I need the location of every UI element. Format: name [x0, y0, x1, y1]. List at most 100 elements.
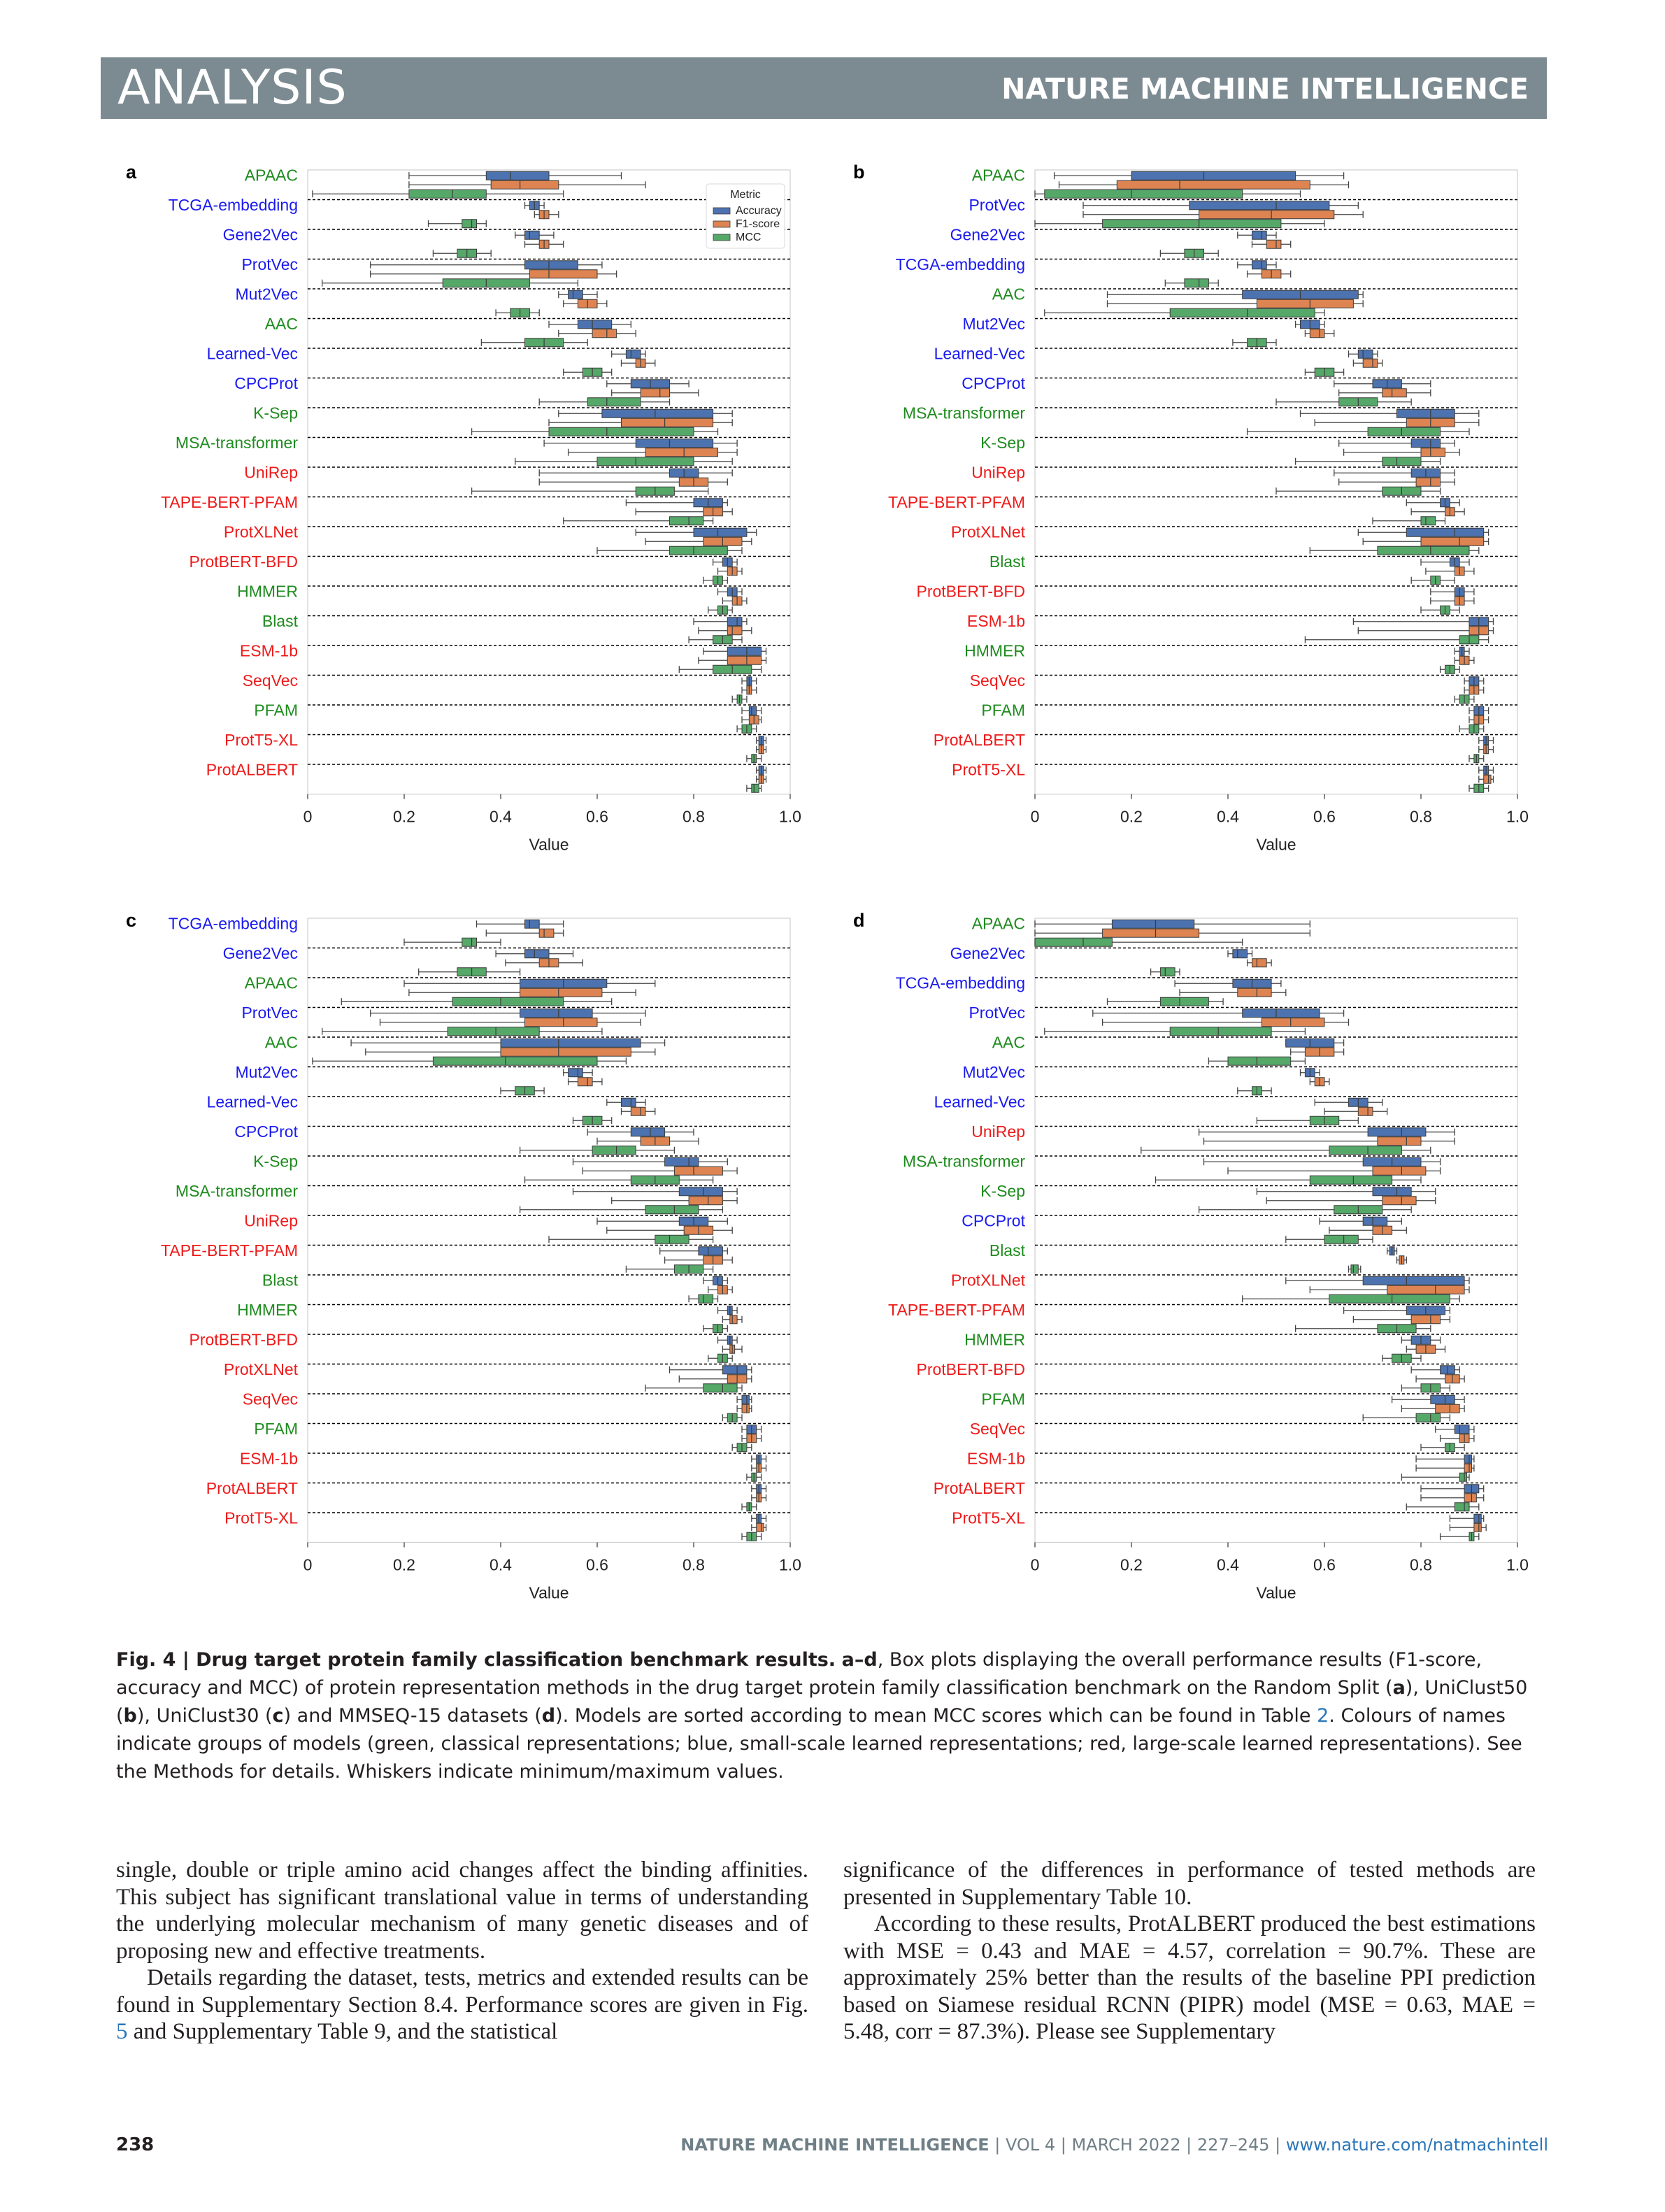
mcc-box — [1150, 967, 1180, 977]
caption-text-1: , Box plots displaying the overall perfo… — [116, 1649, 1482, 1699]
acc-box — [370, 1008, 646, 1018]
caption-panel-a: a — [1392, 1677, 1406, 1699]
mcc-box — [1232, 338, 1277, 348]
f1-box — [1179, 987, 1287, 997]
mcc-box — [1439, 1532, 1480, 1541]
iqr-box — [485, 171, 550, 180]
method-label: MSA-transformer — [176, 434, 298, 452]
iqr-box — [1362, 358, 1378, 368]
iqr-box — [1184, 278, 1209, 288]
method-label: Learned-Vec — [934, 1092, 1025, 1111]
acc-box — [703, 1276, 728, 1285]
mcc-box — [1198, 1205, 1412, 1215]
method-label: MSA-transformer — [903, 404, 1025, 422]
mcc-box — [403, 937, 501, 947]
iqr-box — [1362, 1276, 1465, 1285]
method-label: SeqVec — [243, 1390, 298, 1408]
table-2-link[interactable]: 2 — [1317, 1705, 1329, 1727]
method-label: UniRep — [244, 1211, 298, 1229]
iqr-box — [1410, 1315, 1441, 1325]
chart-panel-a: a APAAC TCGA-embedding Gene2Vec ProtVec Mut2V… — [126, 162, 801, 854]
f1-box — [741, 715, 762, 725]
method-label: ProtBERT-BFD — [917, 1360, 1026, 1378]
f1-box — [1454, 655, 1475, 665]
iqr-box — [520, 987, 603, 997]
acc-box — [693, 617, 748, 627]
x-tick-label: 1.0 — [779, 808, 801, 826]
caption-text-5: ). Models are sorted according to mean M… — [555, 1705, 1317, 1727]
acc-box — [563, 1068, 593, 1078]
legend-swatch — [713, 234, 731, 241]
iqr-box — [1116, 180, 1310, 190]
mcc-box — [1256, 1115, 1359, 1125]
x-tick-label: 0.8 — [683, 808, 705, 826]
f1-box — [1314, 418, 1480, 427]
method-label: Learned-Vec — [207, 344, 298, 362]
mcc-box — [500, 1086, 545, 1096]
mcc-box — [471, 427, 719, 436]
iqr-box — [1464, 1493, 1477, 1503]
paragraph: According to these results, ProtALBERT p… — [843, 1911, 1536, 2044]
method-label: PFAM — [254, 1420, 298, 1438]
acc-box — [1430, 587, 1475, 597]
f1-box — [408, 180, 646, 190]
acc-box — [408, 171, 622, 180]
iqr-box — [693, 527, 748, 537]
plot-frame — [1034, 918, 1518, 1543]
acc-box — [1299, 1068, 1320, 1078]
f1-box — [1058, 180, 1350, 190]
acc-box — [515, 230, 555, 240]
method-label: Gene2Vec — [950, 225, 1025, 243]
f1-box — [1449, 1522, 1487, 1532]
mcc-box — [563, 516, 714, 526]
acc-box — [558, 290, 598, 299]
iqr-box — [601, 408, 714, 418]
f1-box — [751, 1463, 767, 1473]
f1-box — [1106, 299, 1364, 308]
method-label: Learned-Vec — [207, 1092, 298, 1111]
f1-box — [698, 626, 752, 636]
method-label: PFAM — [981, 701, 1025, 719]
method-label: CPCProt — [962, 374, 1025, 392]
paragraph: Details regarding the dataset, tests, me… — [116, 1964, 808, 2046]
iqr-box — [1159, 997, 1209, 1006]
x-tick-label: 0.8 — [1410, 1556, 1432, 1574]
x-axis-label: Value — [1256, 836, 1296, 854]
f1-box — [1439, 1434, 1475, 1443]
method-label: TCGA-embedding — [169, 196, 298, 214]
iqr-box — [625, 349, 641, 359]
iqr-box — [592, 329, 617, 338]
mcc-box — [1469, 783, 1489, 793]
method-label: ProtXLNet — [951, 1271, 1026, 1289]
footer-url[interactable]: www.nature.com/natmachintell — [1285, 2135, 1548, 2155]
legend-swatch — [713, 207, 731, 215]
iqr-box — [408, 189, 487, 199]
mcc-box — [432, 248, 492, 258]
acc-box — [741, 1425, 762, 1434]
acc-box — [1314, 1097, 1383, 1107]
acc-box — [1348, 349, 1378, 359]
f1-box — [664, 1255, 733, 1265]
method-label: ProtVec — [969, 1004, 1025, 1022]
iqr-box — [1350, 1264, 1359, 1274]
mcc-box — [548, 1234, 714, 1244]
method-label: Gene2Vec — [223, 944, 298, 962]
mcc-box — [1164, 278, 1219, 288]
method-label: ESM-1b — [240, 641, 298, 659]
f1-box — [1415, 1374, 1465, 1384]
f1-box — [736, 1404, 752, 1413]
chart-panel-b: b APAAC ProtVec Gene2Vec TCGA-embedding AAC Mu… — [853, 162, 1529, 854]
caption-panel-b: b — [123, 1705, 137, 1727]
method-label: TAPE-BERT-PFAM — [888, 493, 1025, 511]
acc-box — [606, 379, 689, 389]
f1-box — [756, 745, 767, 755]
acc-box — [741, 676, 757, 686]
acc-box — [476, 919, 564, 929]
acc-box — [717, 1335, 738, 1345]
panel-letter: b — [853, 162, 865, 183]
f1-box — [1478, 774, 1494, 784]
f1-box — [1357, 626, 1494, 636]
mcc-box — [427, 219, 487, 229]
f1-box — [1352, 358, 1383, 368]
figure-5-link[interactable]: 5 — [116, 2019, 128, 2044]
